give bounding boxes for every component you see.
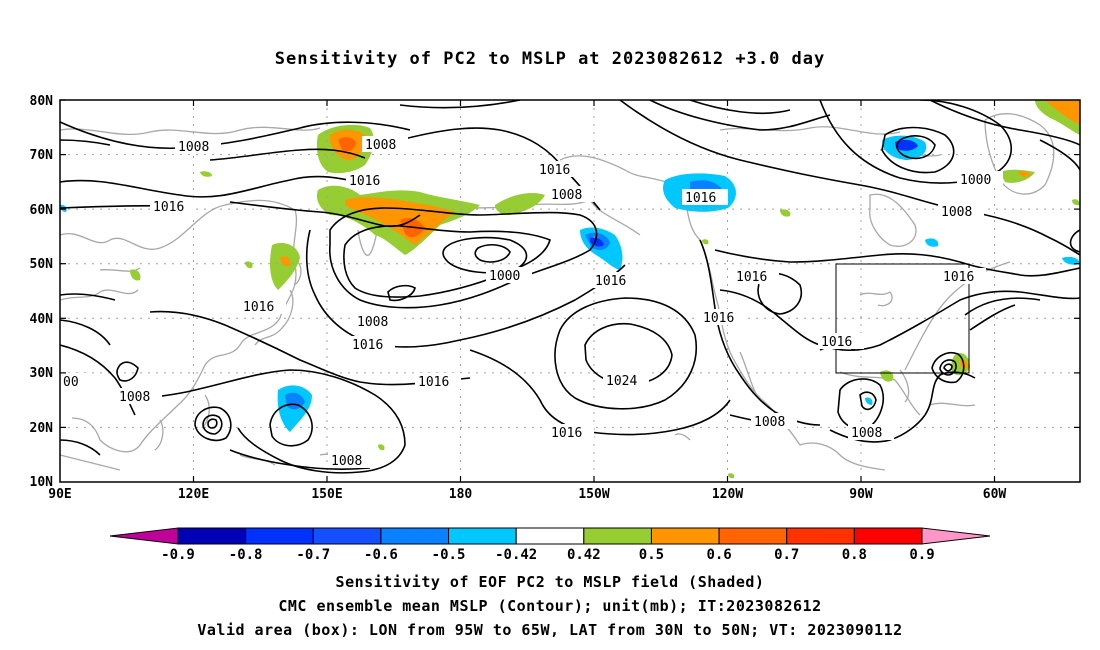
lon-label: 60W <box>983 487 1007 502</box>
lon-label: 150E <box>311 487 342 502</box>
colorbar-label: 0.5 <box>639 547 664 563</box>
colorbar-segment <box>380 527 450 545</box>
colorbar-label: -0.8 <box>229 547 263 563</box>
latitude-axis: 80N 70N 60N 50N 40N 30N 20N 10N <box>30 94 1080 490</box>
colorbar-label: -0.42 <box>495 547 537 563</box>
sensitivity-shading <box>60 100 1080 479</box>
contour-label: 1016 <box>352 338 383 353</box>
contour-label: 1008 <box>178 140 209 155</box>
longitude-axis: 90E 120E 150E 180 150W 120W 90W 60W <box>48 100 1006 502</box>
contour-label: 1008 <box>851 426 882 441</box>
colorbar-label: -0.7 <box>296 547 330 563</box>
contour-label: 1016 <box>551 426 582 441</box>
colorbar-segment <box>786 527 855 545</box>
contour-label: 00 <box>63 375 79 390</box>
colorbar-segment <box>650 527 720 545</box>
contour-label: 1016 <box>539 163 570 178</box>
lat-label: 40N <box>30 312 54 327</box>
colorbar-segment <box>245 527 314 545</box>
footer-line-2: CMC ensemble mean MSLP (Contour); unit(m… <box>278 597 822 615</box>
colorbar-segment <box>718 527 788 545</box>
footer-line-3: Valid area (box): LON from 95W to 65W, L… <box>197 621 903 639</box>
colorbar-label: 0.42 <box>567 547 601 563</box>
lat-label: 80N <box>30 94 54 109</box>
colorbar-segment <box>312 527 382 545</box>
colorbar-segment <box>515 527 585 545</box>
contour-label: 1000 <box>960 173 991 188</box>
lat-label: 60N <box>30 203 54 218</box>
lat-label: 70N <box>30 148 54 163</box>
colorbar-label: -0.6 <box>364 547 398 563</box>
lat-label: 30N <box>30 366 54 381</box>
colorbar-label: 0.9 <box>909 547 934 563</box>
contour-label: 1008 <box>754 415 785 430</box>
colorbar-label: 0.7 <box>774 547 799 563</box>
contour-label: 1016 <box>349 174 380 189</box>
footer-line-1: Sensitivity of EOF PC2 to MSLP field (Sh… <box>335 573 765 591</box>
lat-label: 10N <box>30 475 54 490</box>
colorbar-segment <box>921 527 991 545</box>
contour-labels: 1008 1016 1016 1008 1016 1016 1000 1000 … <box>60 136 1003 469</box>
map-border <box>59 99 1081 483</box>
contour-label: 1008 <box>551 188 582 203</box>
contour-label: 1016 <box>243 300 274 315</box>
mslp-contours <box>60 100 1080 474</box>
colorbar-segment <box>177 527 247 545</box>
contour-label: 1024 <box>606 374 637 389</box>
lon-label: 120E <box>178 487 209 502</box>
contour-label: 1016 <box>943 270 974 285</box>
contour-label: 1000 <box>489 269 520 284</box>
contour-label: 1016 <box>821 335 852 350</box>
contour-label: 1008 <box>331 454 362 469</box>
contour-label: 1016 <box>153 200 184 215</box>
contour-label: 1016 <box>736 270 767 285</box>
contour-label: 1008 <box>357 315 388 330</box>
colorbar-segment <box>853 527 923 545</box>
colorbar-label: 0.6 <box>706 547 731 563</box>
colorbar-segment <box>448 527 517 545</box>
colorbar-label: -0.5 <box>432 547 466 563</box>
colorbar-segment <box>109 527 179 545</box>
contour-label: 1008 <box>119 390 150 405</box>
lon-label: 150W <box>578 487 609 502</box>
map-title: Sensitivity of PC2 to MSLP at 2023082612… <box>274 49 826 69</box>
valid-area-box <box>835 263 970 374</box>
contour-label: 1016 <box>418 375 449 390</box>
colorbar-segment <box>583 527 652 545</box>
contour-label: 1008 <box>365 138 396 153</box>
colorbar: -0.9 -0.8 -0.7 -0.6 -0.5 -0.42 0.42 0.5 0.6 0.7 0.… <box>109 527 991 563</box>
lon-label: 90W <box>849 487 873 502</box>
colorbar-label: 0.8 <box>842 547 867 563</box>
lat-label: 50N <box>30 257 54 272</box>
contour-label: 1016 <box>595 274 626 289</box>
contour-label: 1016 <box>685 191 716 206</box>
lat-label: 20N <box>30 421 54 436</box>
lon-label: 120W <box>712 487 743 502</box>
contour-label: 1016 <box>703 311 734 326</box>
lon-label: 180 <box>449 487 473 502</box>
colorbar-label: -0.9 <box>161 547 195 563</box>
contour-label: 1008 <box>941 205 972 220</box>
lon-label: 90E <box>48 487 71 502</box>
